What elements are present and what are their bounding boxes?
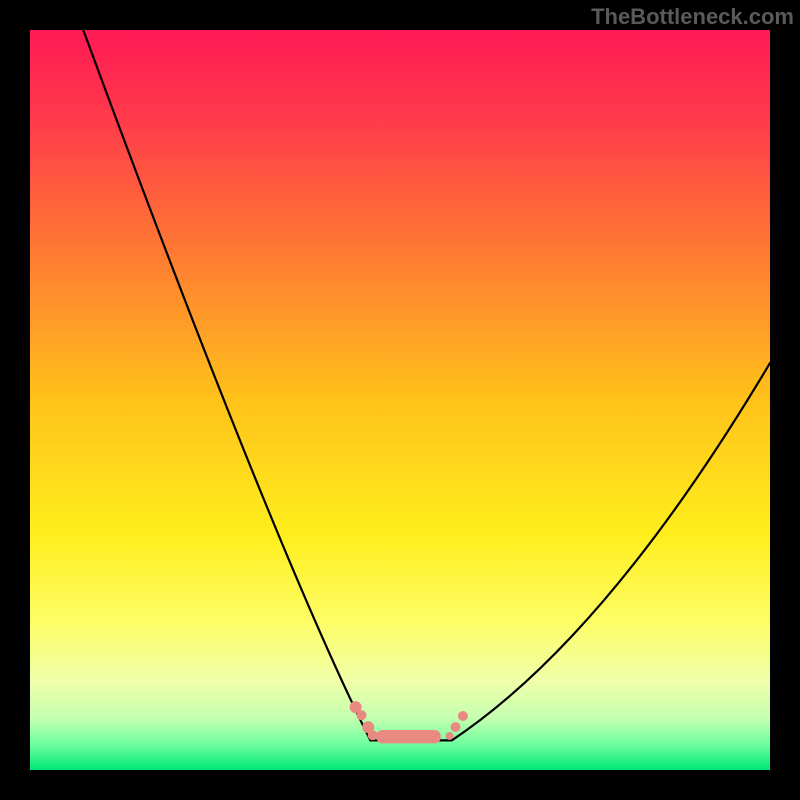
valley-point: [458, 711, 468, 721]
chart-frame: TheBottleneck.com: [0, 0, 800, 800]
valley-point: [451, 722, 461, 732]
gradient-background: [30, 30, 770, 770]
watermark-label: TheBottleneck.com: [591, 4, 794, 30]
bottleneck-curve-chart: [30, 30, 770, 770]
valley-bar: [376, 730, 440, 743]
valley-point: [357, 710, 367, 720]
valley-point: [368, 730, 378, 740]
valley-point: [446, 732, 454, 740]
